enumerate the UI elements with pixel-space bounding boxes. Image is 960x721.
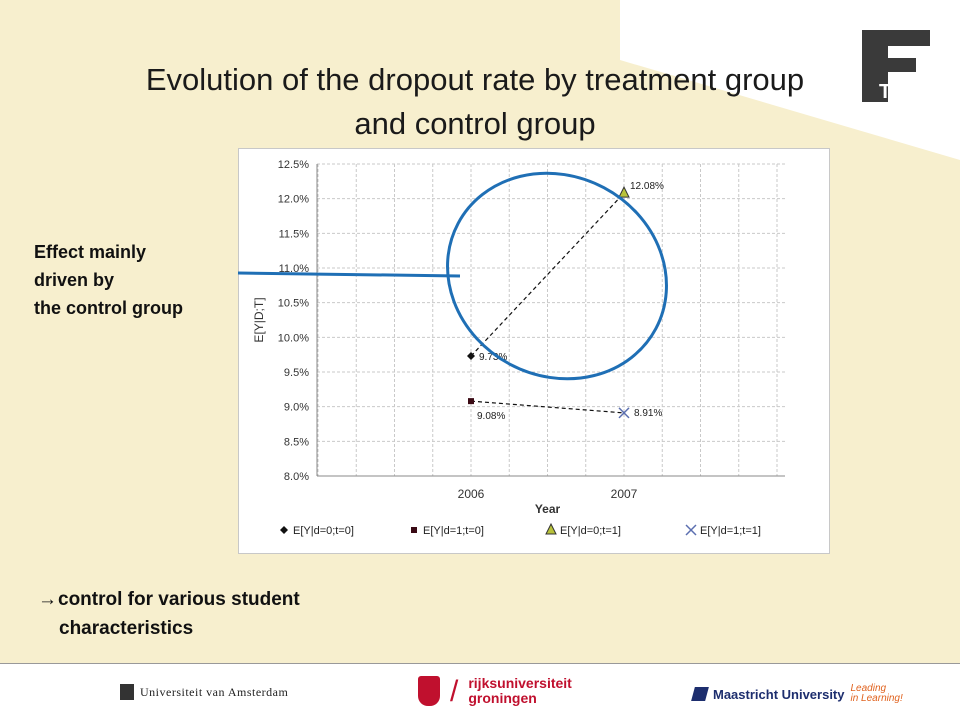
data-point-marker bbox=[618, 407, 630, 419]
legend-label: E[Y|d=1;t=1] bbox=[700, 525, 761, 537]
uva-crest-icon bbox=[120, 684, 134, 700]
y-tick-label: 9.5% bbox=[284, 367, 309, 379]
maastricht-slogan: Leading in Learning! bbox=[851, 684, 903, 704]
chart-panel: 8.0% 8.5% 9.0% 9.5% 10.0% 10.5% 11.0% 11.5% 12.0… bbox=[238, 148, 830, 554]
x-tick-label: 2007 bbox=[611, 487, 638, 501]
rug-crest-icon bbox=[418, 676, 440, 706]
rug-name-line2: groningen bbox=[468, 690, 537, 706]
rug-slash-icon: / bbox=[450, 674, 459, 708]
side-note-line: the control group bbox=[34, 298, 183, 318]
y-tick-label: 10.0% bbox=[278, 332, 309, 344]
side-note-line: Effect mainly bbox=[34, 242, 147, 262]
maastricht-name: Maastricht University bbox=[713, 686, 845, 702]
y-tick-label: 11.5% bbox=[279, 228, 310, 240]
legend-label: E[Y|d=0;t=0] bbox=[293, 525, 354, 537]
rug-logo: / rijksuniversiteit groningen bbox=[418, 676, 572, 706]
side-note: Effect mainly driven by the control grou… bbox=[34, 238, 183, 322]
maastricht-slogan-line2: in Learning! bbox=[850, 693, 903, 704]
slide-title-line1: Evolution of the dropout rate by treatme… bbox=[145, 62, 805, 97]
rug-name-line1: rijksuniversiteit bbox=[468, 675, 572, 691]
legend-label: E[Y|d=0;t=1] bbox=[560, 525, 621, 537]
bottom-note-line2: characteristics bbox=[59, 618, 194, 639]
uva-name: Universiteit van Amsterdam bbox=[140, 684, 289, 699]
logo-text: TIER bbox=[879, 81, 925, 102]
side-note-line: driven by bbox=[34, 270, 115, 290]
slide-title: Evolution of the dropout rate by treatme… bbox=[40, 58, 910, 146]
maastricht-slogan-line1: Leading bbox=[850, 683, 887, 694]
y-tick-label: 12.0% bbox=[278, 194, 309, 206]
data-label: 9.73% bbox=[479, 352, 507, 363]
arrow-icon: → bbox=[38, 589, 57, 610]
bottom-note-line1: control for various student bbox=[58, 589, 300, 610]
fier-logo: TIER bbox=[862, 30, 930, 102]
data-label: 12.08% bbox=[630, 181, 664, 192]
y-tick-label: 10.5% bbox=[278, 298, 309, 310]
maastricht-logo: Maastricht University Leading in Learnin… bbox=[691, 684, 903, 704]
legend-label: E[Y|d=1;t=0] bbox=[423, 525, 484, 537]
y-tick-label: 12.5% bbox=[278, 159, 309, 171]
y-tick-label: 9.0% bbox=[284, 402, 309, 414]
data-point-marker bbox=[618, 186, 630, 198]
y-tick-label: 11.0% bbox=[279, 263, 310, 275]
data-label: 8.91% bbox=[634, 408, 662, 419]
maastricht-mark-icon bbox=[691, 687, 709, 701]
connector-line bbox=[470, 400, 625, 414]
y-tick-label: 8.0% bbox=[284, 471, 309, 483]
x-axis-label: Year bbox=[535, 502, 561, 516]
slide-title-line2: and control group bbox=[354, 106, 596, 141]
data-label: 9.08% bbox=[477, 411, 505, 422]
y-tick-label: 8.5% bbox=[284, 436, 309, 448]
legend-marker bbox=[545, 522, 557, 535]
legend-marker bbox=[280, 526, 288, 534]
data-point-marker bbox=[468, 398, 474, 405]
legend-marker bbox=[685, 524, 697, 536]
dropout-rate-chart: 8.0% 8.5% 9.0% 9.5% 10.0% 10.5% 11.0% 11.5% 12.0… bbox=[252, 159, 785, 537]
uva-logo: Universiteit van Amsterdam bbox=[120, 684, 288, 700]
bottom-note: →control for various student characteris… bbox=[38, 585, 300, 643]
footer-bar: Universiteit van Amsterdam / rijksuniver… bbox=[0, 663, 960, 721]
y-axis-label: E[Y|D;T] bbox=[252, 297, 266, 342]
x-tick-label: 2006 bbox=[458, 487, 485, 501]
legend-marker bbox=[411, 527, 417, 533]
